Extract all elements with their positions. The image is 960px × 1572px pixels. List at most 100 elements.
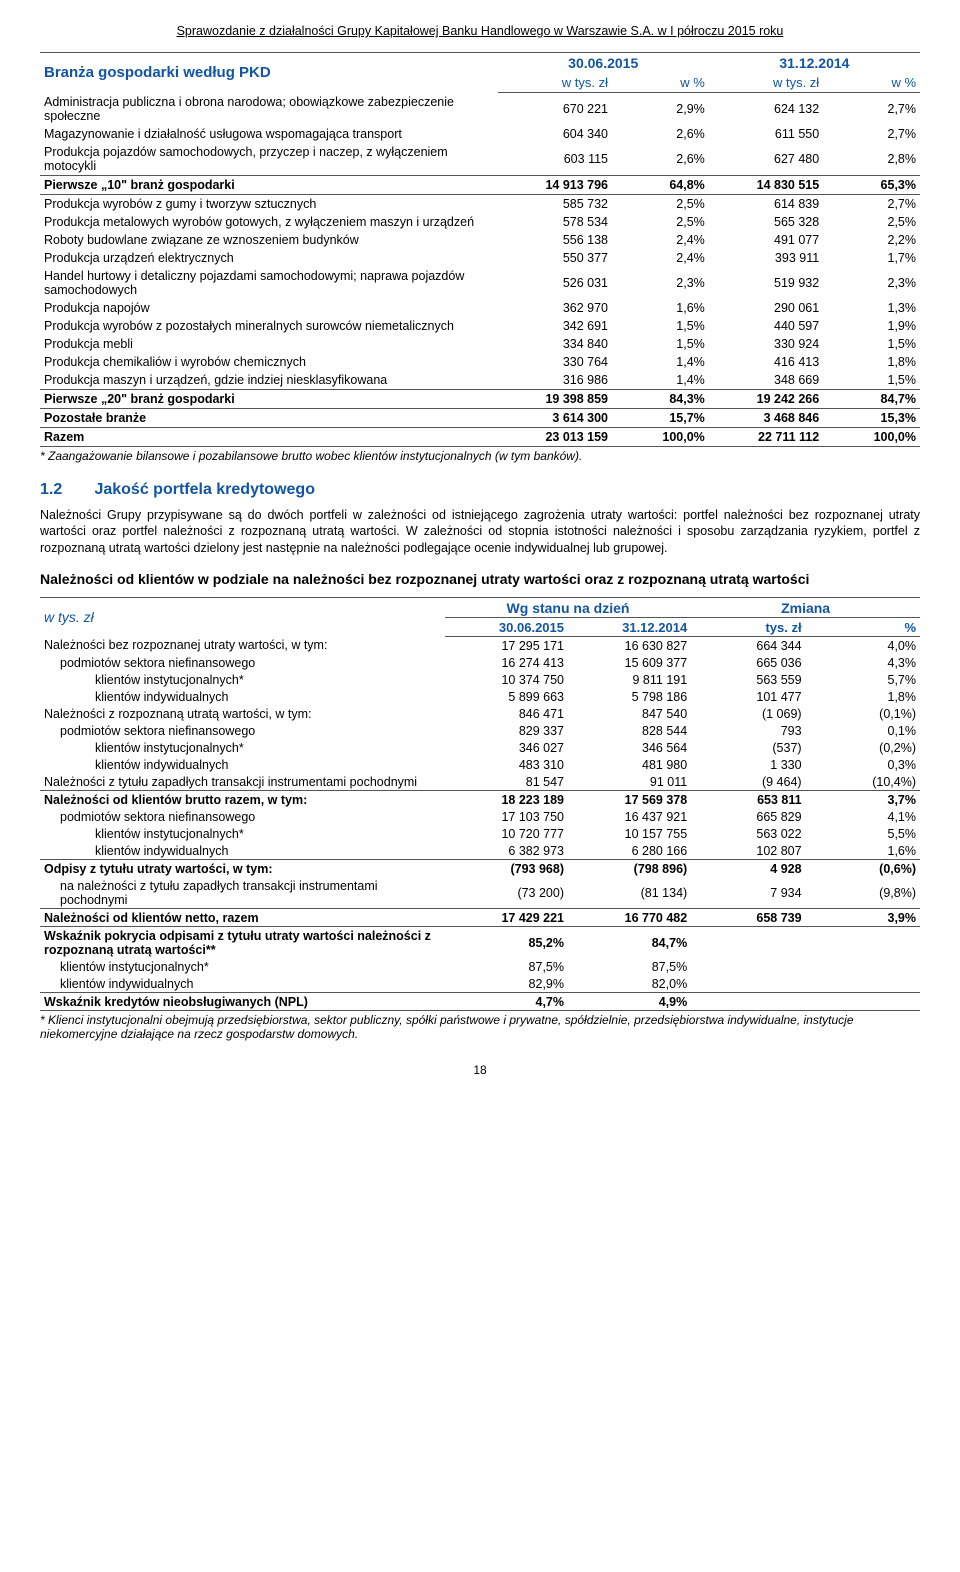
cell-value: 611 550 (709, 125, 823, 143)
cell-value: 346 564 (568, 739, 691, 756)
cell-value: 670 221 (498, 93, 612, 125)
row-label: klientów instytucjonalnych* (40, 739, 445, 756)
cell-value: 65,3% (823, 175, 920, 194)
row-label: klientów instytucjonalnych* (40, 958, 445, 975)
cell-value: 2,5% (612, 213, 709, 231)
cell-value (691, 958, 805, 975)
table-row: klientów instytucjonalnych*10 374 7509 8… (40, 671, 920, 688)
table-row: Produkcja maszyn i urządzeń, gdzie indzi… (40, 371, 920, 390)
cell-value: 624 132 (709, 93, 823, 125)
table1-title: Branża gospodarki według PKD (40, 53, 498, 93)
table-row: Magazynowanie i działalność usługowa wsp… (40, 125, 920, 143)
cell-value (691, 927, 805, 959)
row-label: Wskaźnik pokrycia odpisami z tytułu utra… (40, 927, 445, 959)
cell-value: 85,2% (445, 927, 568, 959)
cell-value: 578 534 (498, 213, 612, 231)
table1-sub1b: w tys. zł (709, 73, 823, 93)
cell-value: 17 569 378 (568, 791, 691, 809)
cell-value: 846 471 (445, 705, 568, 722)
cell-value: 2,2% (823, 231, 920, 249)
row-label: Pozostałe branże (40, 408, 498, 427)
table-row: Należności od klientów brutto razem, w t… (40, 791, 920, 809)
cell-value: 440 597 (709, 317, 823, 335)
cell-value: 847 540 (568, 705, 691, 722)
cell-value: 16 274 413 (445, 654, 568, 671)
cell-value: 15,3% (823, 408, 920, 427)
cell-value: 87,5% (445, 958, 568, 975)
cell-value: 2,9% (612, 93, 709, 125)
page-header: Sprawozdanie z działalności Grupy Kapita… (40, 24, 920, 38)
cell-value: 1,5% (612, 335, 709, 353)
table-row: Odpisy z tytułu utraty wartości, w tym:(… (40, 860, 920, 878)
cell-value: 665 829 (691, 808, 805, 825)
section-subheading: Należności od klientów w podziale na nal… (40, 571, 920, 587)
table2-c2: 31.12.2014 (568, 618, 691, 637)
cell-value: 9 811 191 (568, 671, 691, 688)
table2-c4: % (806, 618, 920, 637)
row-label: Razem (40, 427, 498, 446)
cell-value: 342 691 (498, 317, 612, 335)
row-label: Produkcja urządzeń elektrycznych (40, 249, 498, 267)
row-label: Produkcja mebli (40, 335, 498, 353)
cell-value: 348 669 (709, 371, 823, 390)
cell-value: 604 340 (498, 125, 612, 143)
row-label: podmiotów sektora niefinansowego (40, 722, 445, 739)
row-label: klientów indywidualnych (40, 842, 445, 860)
row-label: Produkcja napojów (40, 299, 498, 317)
cell-value: 16 437 921 (568, 808, 691, 825)
cell-value: 81 547 (445, 773, 568, 791)
table-row: na należności z tytułu zapadłych transak… (40, 877, 920, 909)
table2-c1: 30.06.2015 (445, 618, 568, 637)
row-label: Administracja publiczna i obrona narodow… (40, 93, 498, 125)
table-row: Produkcja chemikaliów i wyrobów chemiczn… (40, 353, 920, 371)
cell-value: 19 398 859 (498, 389, 612, 408)
table2-h2: Zmiana (691, 598, 920, 618)
cell-value: 519 932 (709, 267, 823, 299)
cell-value: (0,2%) (806, 739, 920, 756)
cell-value: 1,4% (612, 353, 709, 371)
cell-value: 4,1% (806, 808, 920, 825)
cell-value: 4,7% (445, 993, 568, 1011)
row-label: Należności od klientów netto, razem (40, 909, 445, 927)
table1-footnote: * Zaangażowanie bilansowe i pozabilansow… (40, 449, 920, 463)
cell-value: 2,5% (823, 213, 920, 231)
cell-value: 6 280 166 (568, 842, 691, 860)
cell-value: 1 330 (691, 756, 805, 773)
table-row: podmiotów sektora niefinansowego17 103 7… (40, 808, 920, 825)
cell-value: 4,3% (806, 654, 920, 671)
section-number: 1.2 (40, 481, 90, 499)
cell-value: 2,7% (823, 93, 920, 125)
table-row: Pierwsze „20" branż gospodarki19 398 859… (40, 389, 920, 408)
cell-value: 19 242 266 (709, 389, 823, 408)
cell-value: 5,5% (806, 825, 920, 842)
cell-value: (73 200) (445, 877, 568, 909)
cell-value: 15 609 377 (568, 654, 691, 671)
cell-value: 101 477 (691, 688, 805, 705)
row-label: podmiotów sektora niefinansowego (40, 654, 445, 671)
cell-value: 491 077 (709, 231, 823, 249)
cell-value: 2,7% (823, 125, 920, 143)
cell-value: 3 614 300 (498, 408, 612, 427)
cell-value: 393 911 (709, 249, 823, 267)
cell-value: (9 464) (691, 773, 805, 791)
table-row: Produkcja napojów362 9701,6%290 0611,3% (40, 299, 920, 317)
row-label: klientów indywidualnych (40, 688, 445, 705)
table-row: klientów instytucjonalnych*87,5%87,5% (40, 958, 920, 975)
cell-value: 330 764 (498, 353, 612, 371)
cell-value: 481 980 (568, 756, 691, 773)
cell-value: 1,5% (612, 317, 709, 335)
table1-sub2b: w % (823, 73, 920, 93)
table-row: Wskaźnik kredytów nieobsługiwanych (NPL)… (40, 993, 920, 1011)
cell-value: 1,8% (823, 353, 920, 371)
cell-value: 346 027 (445, 739, 568, 756)
table2-c3: tys. zł (691, 618, 805, 637)
cell-value: 22 711 112 (709, 427, 823, 446)
cell-value: 653 811 (691, 791, 805, 809)
table1-sub2a: w % (612, 73, 709, 93)
cell-value: 2,4% (612, 249, 709, 267)
cell-value: 1,4% (612, 371, 709, 390)
cell-value: (537) (691, 739, 805, 756)
cell-value: (81 134) (568, 877, 691, 909)
table-row: klientów indywidualnych483 310481 9801 3… (40, 756, 920, 773)
row-label: Produkcja wyrobów z pozostałych mineraln… (40, 317, 498, 335)
